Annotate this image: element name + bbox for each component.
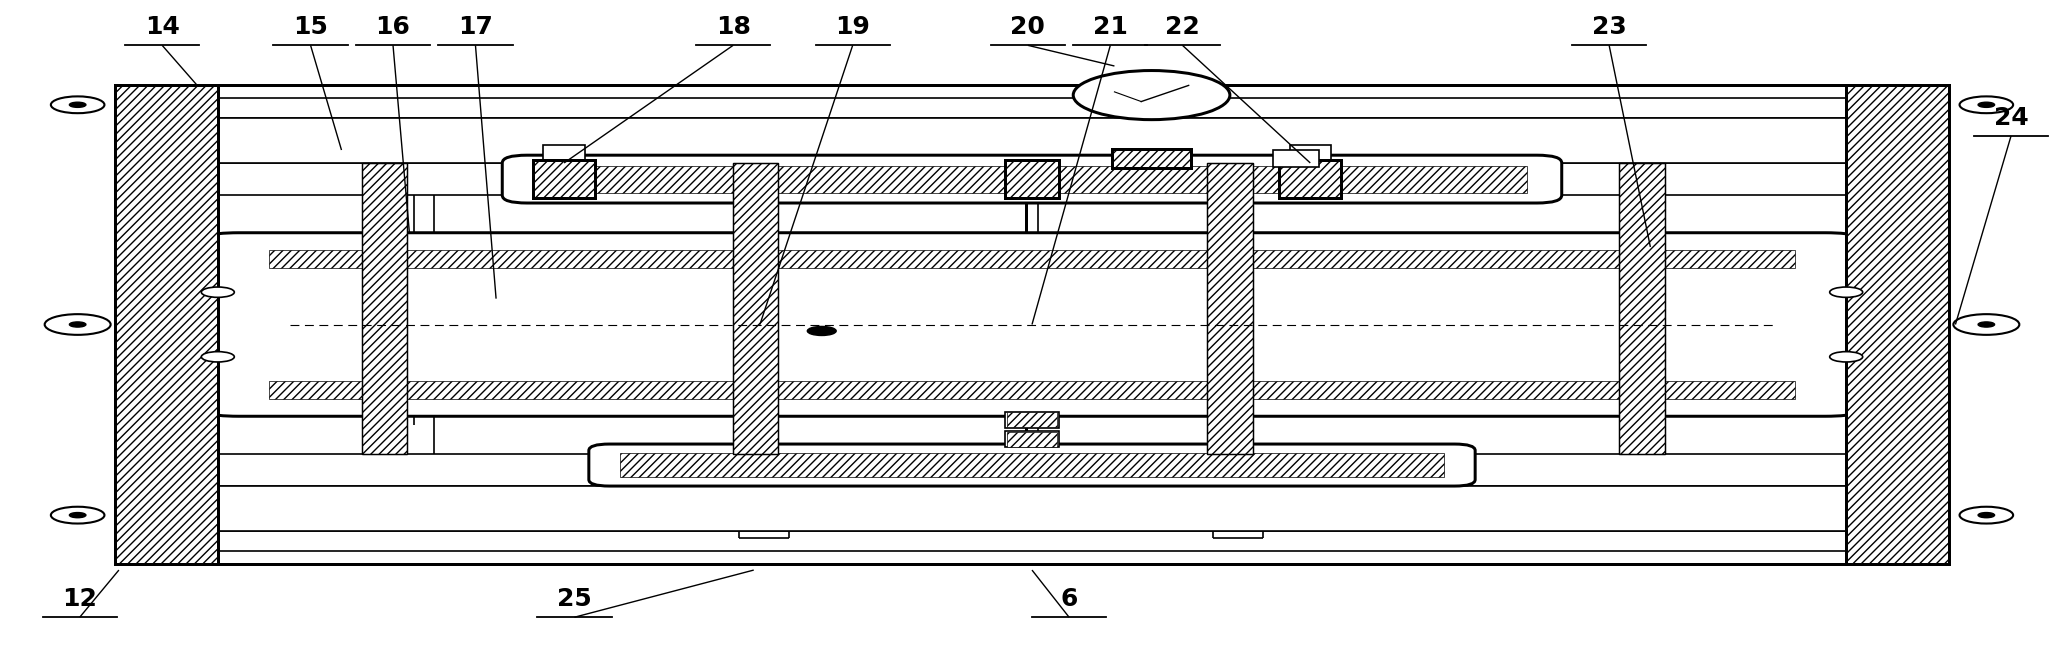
- Circle shape: [52, 97, 105, 113]
- Text: 25: 25: [557, 587, 592, 611]
- Bar: [361, 163, 407, 454]
- Circle shape: [52, 507, 105, 524]
- Bar: [1005, 160, 1059, 199]
- Bar: [733, 163, 778, 454]
- Bar: [1845, 86, 1948, 563]
- Text: 24: 24: [1994, 106, 2029, 130]
- Text: 19: 19: [836, 15, 871, 39]
- Bar: [1620, 163, 1666, 454]
- FancyBboxPatch shape: [588, 444, 1476, 486]
- Bar: [619, 453, 1445, 477]
- Bar: [1207, 163, 1253, 454]
- Circle shape: [1977, 513, 1994, 518]
- Circle shape: [1959, 97, 2012, 113]
- Bar: [537, 165, 1527, 193]
- Bar: [268, 249, 1796, 267]
- Bar: [1290, 145, 1331, 160]
- Bar: [533, 160, 594, 199]
- Circle shape: [1977, 102, 1994, 107]
- Text: 15: 15: [293, 15, 328, 39]
- Bar: [733, 163, 778, 454]
- Bar: [219, 117, 1845, 150]
- Bar: [1620, 163, 1666, 454]
- Circle shape: [70, 102, 87, 107]
- Bar: [1005, 431, 1059, 447]
- Bar: [1112, 149, 1191, 168]
- Text: 12: 12: [62, 587, 97, 611]
- Bar: [1280, 160, 1342, 199]
- Circle shape: [1977, 322, 1994, 327]
- Bar: [533, 160, 594, 199]
- Bar: [116, 86, 219, 563]
- Text: 6: 6: [1061, 587, 1077, 611]
- Text: 21: 21: [1094, 15, 1127, 39]
- Bar: [268, 382, 1796, 400]
- Text: 16: 16: [376, 15, 411, 39]
- Bar: [1112, 149, 1191, 168]
- Text: 22: 22: [1164, 15, 1199, 39]
- Bar: [1273, 150, 1319, 167]
- Bar: [1845, 86, 1948, 563]
- Text: 17: 17: [458, 15, 493, 39]
- Text: 20: 20: [1011, 15, 1044, 39]
- Bar: [116, 86, 219, 563]
- FancyBboxPatch shape: [502, 155, 1562, 203]
- Bar: [219, 486, 1845, 532]
- Text: 23: 23: [1591, 15, 1626, 39]
- Circle shape: [1829, 287, 1862, 297]
- Bar: [219, 499, 1845, 532]
- Bar: [1280, 160, 1342, 199]
- Bar: [1007, 412, 1057, 427]
- Bar: [361, 163, 407, 454]
- Circle shape: [807, 326, 836, 336]
- Text: 14: 14: [144, 15, 180, 39]
- Circle shape: [70, 513, 87, 518]
- Circle shape: [1073, 71, 1230, 119]
- Bar: [1005, 411, 1059, 428]
- Text: 18: 18: [716, 15, 751, 39]
- Bar: [1005, 160, 1059, 199]
- Bar: [1007, 432, 1057, 447]
- Circle shape: [202, 287, 235, 297]
- Circle shape: [70, 322, 87, 327]
- Circle shape: [1953, 314, 2019, 335]
- FancyBboxPatch shape: [194, 233, 1870, 416]
- Circle shape: [202, 352, 235, 362]
- Bar: [219, 117, 1845, 163]
- Circle shape: [1829, 352, 1862, 362]
- Bar: [1207, 163, 1253, 454]
- Circle shape: [45, 314, 111, 335]
- Bar: [543, 145, 584, 160]
- Circle shape: [1959, 507, 2012, 524]
